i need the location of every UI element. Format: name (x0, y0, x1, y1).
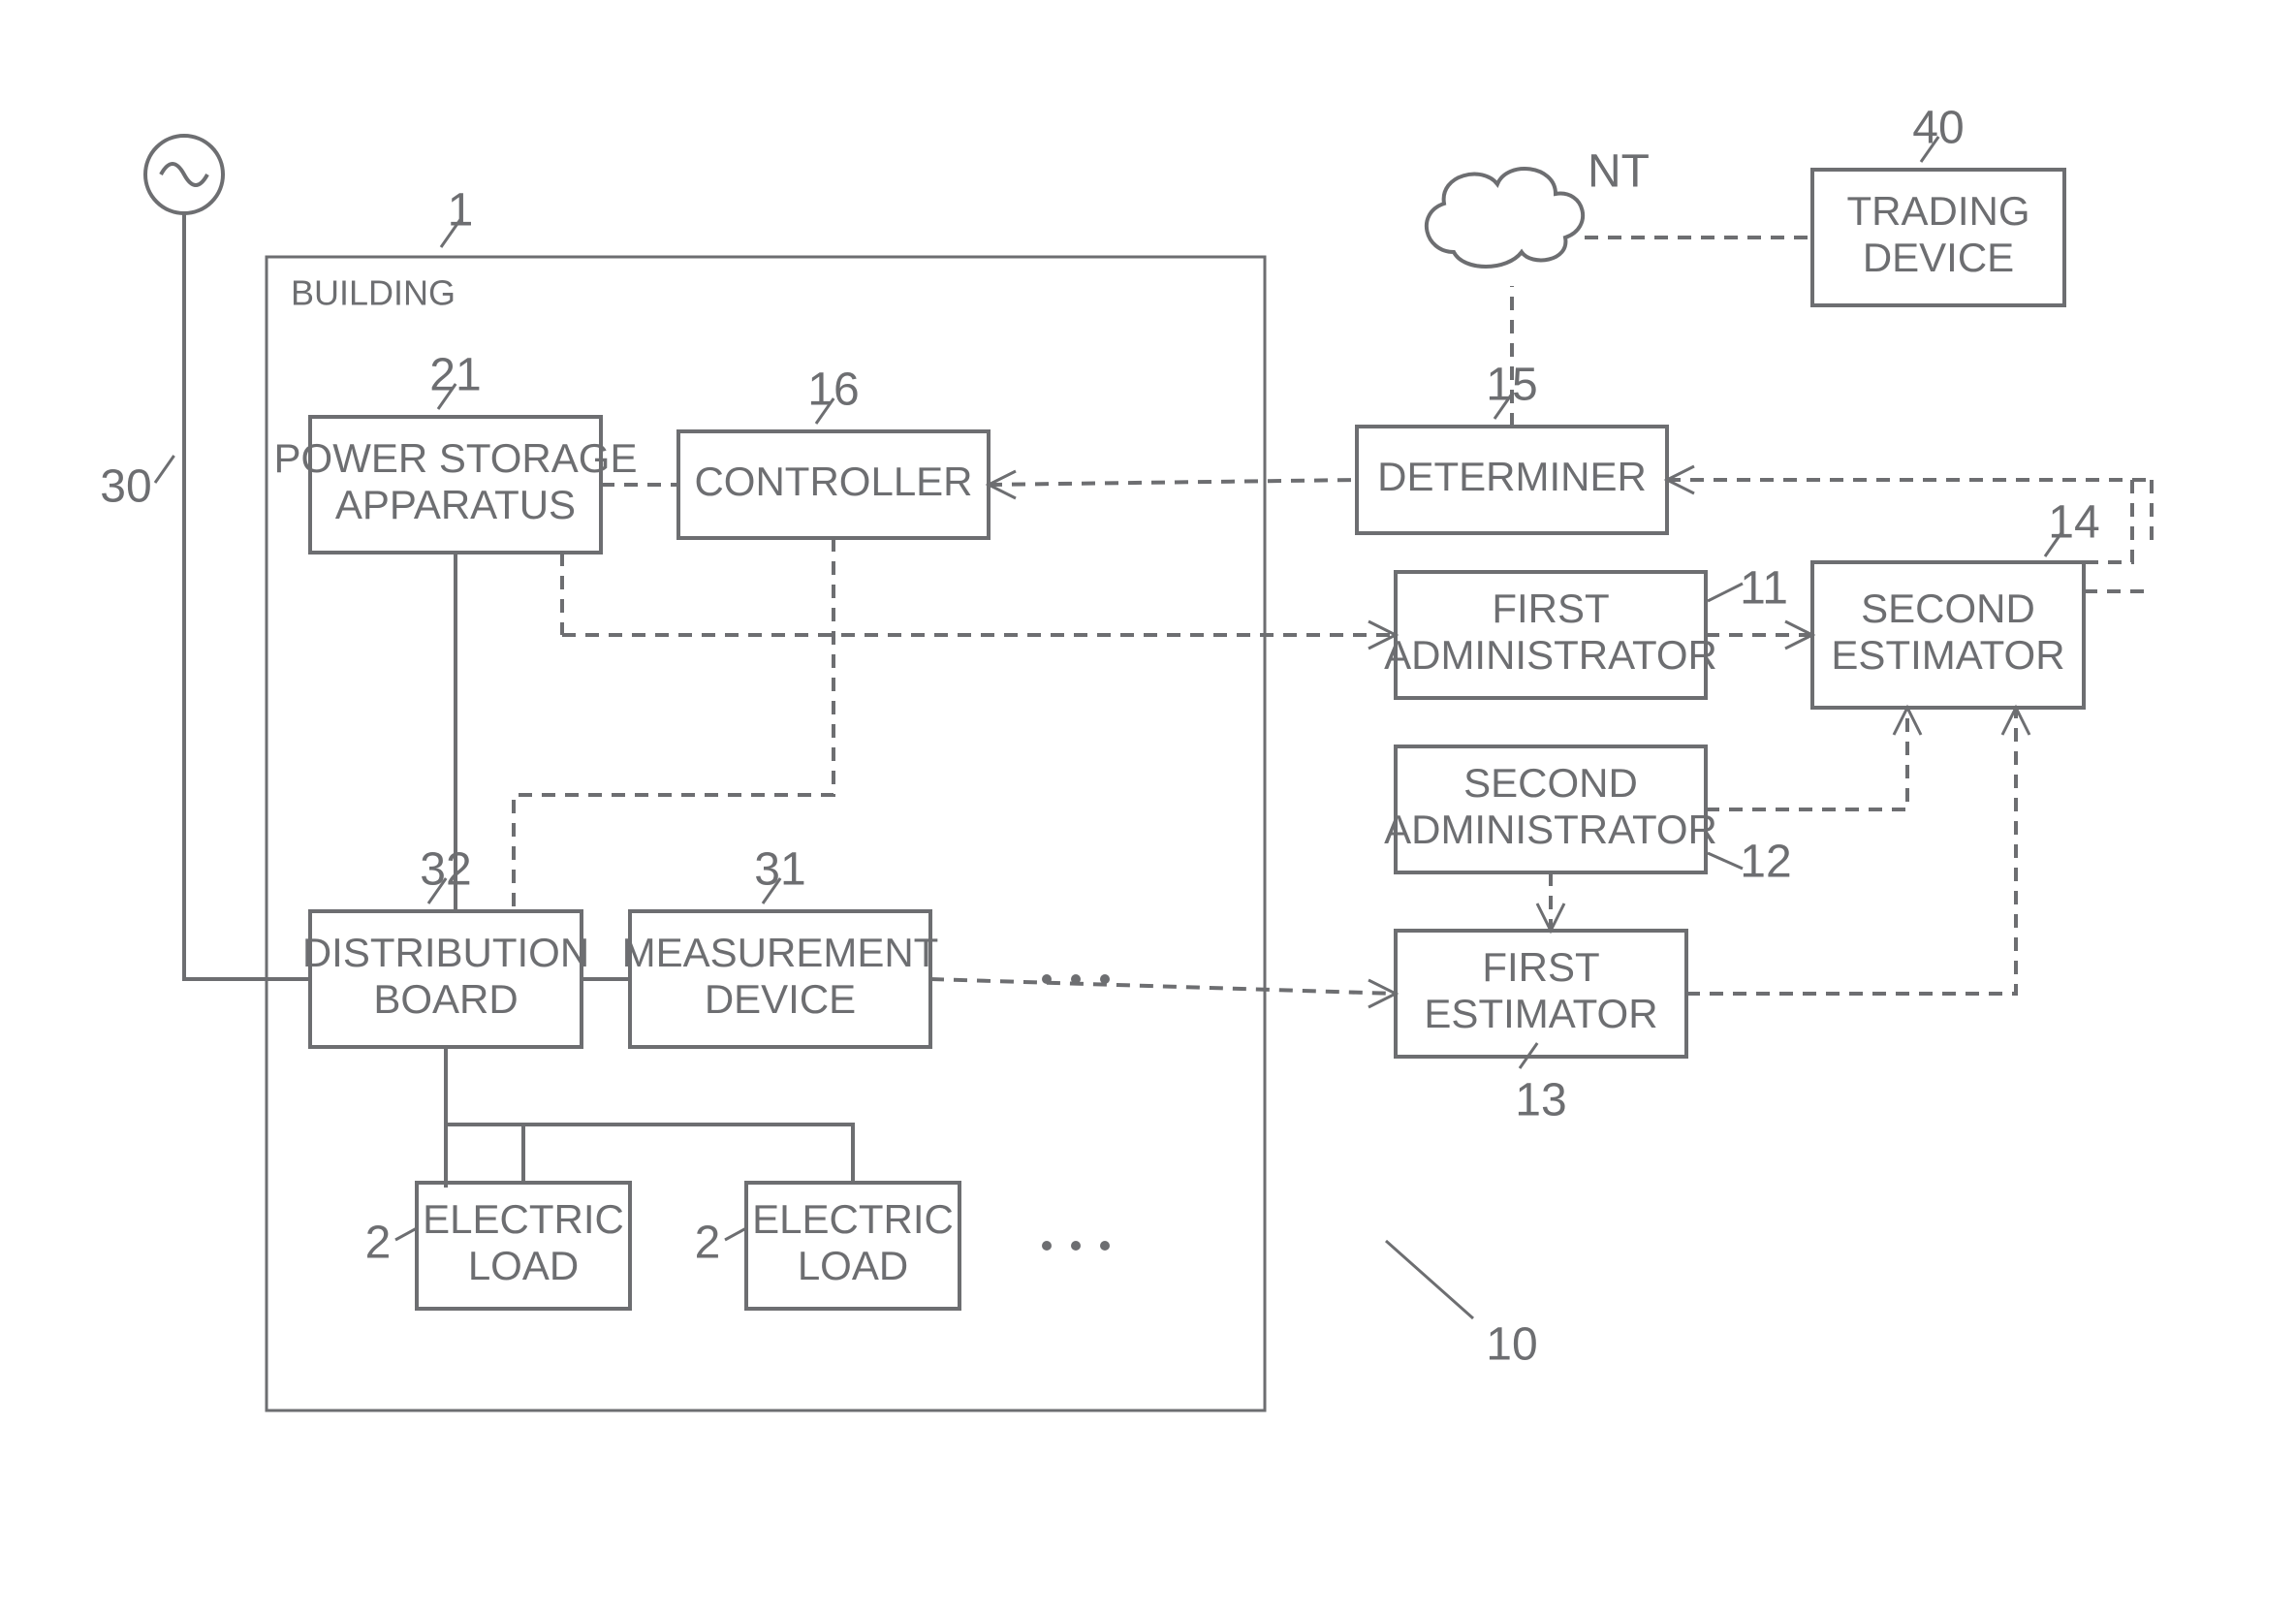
svg-text:DETERMINER: DETERMINER (1377, 454, 1647, 499)
svg-text:16: 16 (807, 364, 859, 416)
svg-text:31: 31 (754, 844, 805, 896)
svg-text:FIRST: FIRST (1492, 586, 1609, 631)
svg-text:DEVICE: DEVICE (1863, 235, 2014, 280)
svg-text:32: 32 (420, 844, 471, 896)
svg-text:LOAD: LOAD (468, 1243, 579, 1288)
svg-text:21: 21 (429, 350, 481, 401)
svg-text:POWER STORAGE: POWER STORAGE (274, 435, 638, 481)
svg-text:LOAD: LOAD (798, 1243, 908, 1288)
svg-text:1: 1 (448, 185, 474, 237)
svg-text:MEASUREMENT: MEASUREMENT (622, 930, 939, 975)
svg-text:BOARD: BOARD (373, 976, 518, 1022)
svg-text:30: 30 (100, 461, 151, 513)
svg-text:ADMINISTRATOR: ADMINISTRATOR (1384, 807, 1717, 852)
svg-text:APPARATUS: APPARATUS (335, 482, 576, 527)
svg-text:10: 10 (1486, 1319, 1537, 1371)
svg-text:ESTIMATOR: ESTIMATOR (1424, 991, 1657, 1036)
svg-text:TRADING: TRADING (1847, 188, 2030, 234)
svg-text:DEVICE: DEVICE (705, 976, 856, 1022)
svg-text:FIRST: FIRST (1482, 944, 1599, 990)
svg-text:ADMINISTRATOR: ADMINISTRATOR (1384, 632, 1717, 678)
svg-text:ESTIMATOR: ESTIMATOR (1831, 632, 2064, 678)
svg-text:SECOND: SECOND (1463, 760, 1638, 806)
svg-text:CONTROLLER: CONTROLLER (694, 459, 972, 504)
svg-text:SECOND: SECOND (1861, 586, 2035, 631)
svg-text:40: 40 (1912, 103, 1964, 154)
svg-text:12: 12 (1740, 837, 1791, 888)
svg-text:13: 13 (1515, 1075, 1566, 1126)
svg-text:DISTRIBUTION: DISTRIBUTION (302, 930, 589, 975)
svg-text:2: 2 (695, 1218, 721, 1269)
svg-text:ELECTRIC: ELECTRIC (423, 1196, 624, 1242)
svg-text:NT: NT (1588, 146, 1650, 198)
svg-text:BUILDING: BUILDING (291, 273, 456, 313)
svg-text:ELECTRIC: ELECTRIC (752, 1196, 954, 1242)
system-block-diagram: 30 BUILDING 1 POWER STORAGEAPPARATUS CONTROL… (0, 0, 2296, 1616)
svg-text:2: 2 (365, 1218, 392, 1269)
svg-text:11: 11 (1740, 563, 1788, 615)
